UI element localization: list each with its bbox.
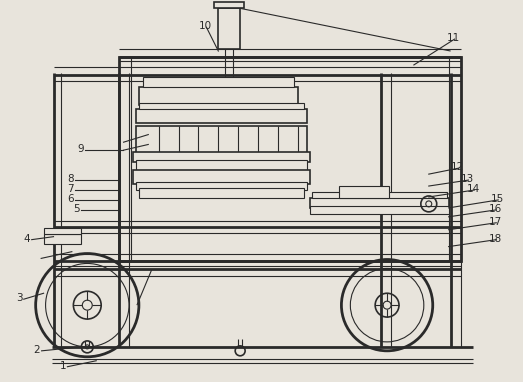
Bar [139, 188, 304, 198]
Bar [310, 206, 449, 214]
Bar [133, 170, 310, 184]
Text: 18: 18 [488, 234, 502, 244]
Text: 13: 13 [461, 174, 474, 184]
Bar [214, 2, 244, 8]
Bar [218, 8, 240, 49]
Bar [136, 108, 306, 123]
Text: 14: 14 [467, 184, 480, 194]
Text: 2: 2 [33, 345, 40, 355]
Text: 10: 10 [198, 21, 212, 31]
Text: 9: 9 [77, 144, 84, 154]
Bar [139, 87, 298, 105]
Bar [43, 228, 81, 234]
Text: 1: 1 [60, 361, 66, 371]
Text: 15: 15 [491, 194, 504, 204]
Bar [136, 160, 306, 172]
Text: 5: 5 [73, 204, 80, 214]
Text: 7: 7 [67, 184, 74, 194]
Bar [136, 126, 306, 154]
Bar [43, 234, 81, 244]
Bar [143, 77, 294, 87]
Bar [312, 192, 447, 198]
Text: 12: 12 [451, 162, 464, 172]
Text: 3: 3 [16, 293, 22, 303]
Bar [339, 186, 389, 198]
Bar [119, 57, 461, 262]
Bar [136, 182, 306, 190]
Bar [133, 152, 310, 162]
Text: 11: 11 [447, 33, 460, 43]
Bar [310, 198, 449, 208]
Bar [139, 103, 304, 108]
Text: 17: 17 [488, 217, 502, 227]
Text: 4: 4 [24, 234, 30, 244]
Text: 8: 8 [67, 174, 74, 184]
Text: 6: 6 [67, 194, 74, 204]
Text: 16: 16 [488, 204, 502, 214]
